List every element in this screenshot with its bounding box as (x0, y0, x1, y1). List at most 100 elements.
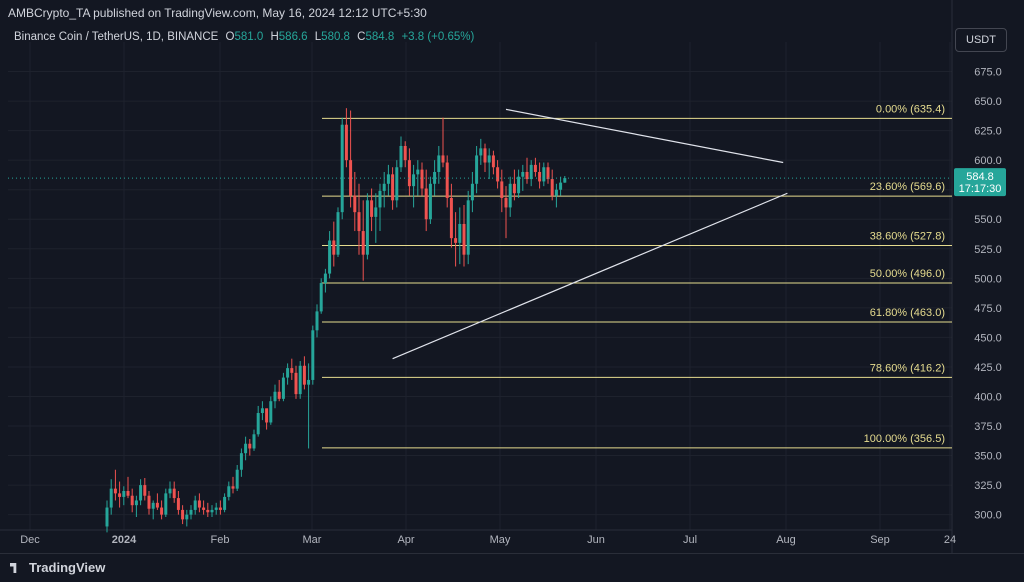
candle-body (428, 183, 432, 220)
candle (147, 491, 151, 515)
candle (365, 193, 369, 260)
x-tick-label: 2024 (112, 534, 137, 546)
candle-body (365, 200, 369, 255)
candle (407, 148, 411, 196)
candle (445, 155, 449, 208)
x-tick-label: May (490, 534, 511, 546)
candle-body (315, 311, 319, 331)
x-tick-label: Apr (397, 534, 414, 546)
candle-body (382, 183, 386, 191)
candle-body (420, 169, 424, 189)
candle (538, 162, 542, 189)
candle (239, 448, 243, 477)
candle-body (542, 167, 546, 182)
y-tick-label: 625.0 (974, 126, 1002, 138)
candle-body (189, 509, 193, 515)
symbol-name: Binance Coin / TetherUS, 1D, BINANCE (14, 31, 219, 43)
y-tick-label: 375.0 (974, 421, 1002, 433)
candle (361, 200, 365, 281)
candle (512, 169, 516, 201)
publisher-line: AMBCrypto_TA published on TradingView.co… (8, 6, 427, 20)
candle (134, 495, 138, 518)
candle-body (517, 176, 521, 194)
price-chart[interactable]: 0.00% (635.4) 23.60% (569.6) 38.60% (527.8… (0, 0, 1024, 553)
candle (214, 502, 218, 515)
currency-button[interactable]: USDT (955, 28, 1007, 52)
candle (122, 486, 126, 506)
candle-body (470, 183, 474, 201)
open-label: O (225, 31, 235, 43)
tradingview-logo[interactable]: TradingView (10, 560, 105, 575)
candle (403, 141, 407, 168)
candle (311, 325, 315, 385)
candle (479, 138, 483, 165)
candle-body (508, 183, 512, 208)
candle (336, 207, 340, 258)
candle-body (559, 182, 563, 190)
candle (168, 481, 172, 499)
tradingview-logo-icon (10, 563, 17, 573)
candle (302, 356, 306, 390)
candle (160, 500, 164, 520)
candle (248, 439, 252, 456)
candle (231, 476, 235, 494)
candle-body (554, 189, 558, 196)
y-tick-label: 475.0 (974, 303, 1002, 315)
price-tag-price: 584.8 (966, 171, 994, 183)
candle-body (491, 155, 495, 168)
candle-body (147, 495, 151, 509)
candle-body (244, 443, 248, 454)
x-tick-label: Dec (20, 534, 40, 546)
candle-body (139, 485, 143, 501)
candle (529, 160, 533, 187)
candle-body (357, 212, 361, 232)
candle (206, 502, 210, 518)
candle (437, 145, 441, 184)
x-tick-label: Mar (303, 534, 322, 546)
candle (328, 231, 332, 279)
candle (252, 429, 256, 451)
candle-body (386, 174, 390, 184)
candle (487, 148, 491, 180)
candle-body (202, 507, 206, 510)
high-value: 586.6 (278, 31, 308, 43)
candle (193, 495, 197, 515)
candle-body (231, 486, 235, 489)
candle (109, 479, 113, 515)
candle (462, 205, 466, 267)
candle-body (307, 379, 311, 385)
candle (395, 160, 399, 208)
candle (374, 193, 378, 243)
candle-body (319, 283, 323, 312)
candle (294, 365, 298, 399)
candle-body (273, 391, 277, 402)
candle-body (122, 491, 126, 497)
fib-level-label: 50.00% (496.0) (870, 268, 945, 280)
candle (483, 143, 487, 172)
candle-body (206, 509, 210, 513)
candle-body (109, 488, 113, 508)
candle (542, 162, 546, 187)
candle-body (155, 502, 159, 508)
candle (525, 157, 529, 184)
candle (189, 505, 193, 520)
candle (323, 268, 327, 293)
candle-body (441, 155, 445, 163)
candle-body (223, 496, 227, 510)
candle-body (311, 330, 315, 380)
candle-body (332, 240, 336, 255)
candle-body (277, 391, 281, 399)
candle (500, 169, 504, 213)
candle (151, 500, 155, 520)
candle-body (210, 509, 214, 513)
candle-body (286, 368, 290, 378)
candle (353, 171, 357, 232)
x-tick-label: Feb (211, 534, 230, 546)
candle (202, 500, 206, 515)
candle (307, 363, 311, 449)
candle (155, 493, 159, 510)
candle-body (395, 167, 399, 201)
y-tick-label: 675.0 (974, 67, 1002, 79)
candle-body (374, 207, 378, 217)
candle (412, 164, 416, 208)
